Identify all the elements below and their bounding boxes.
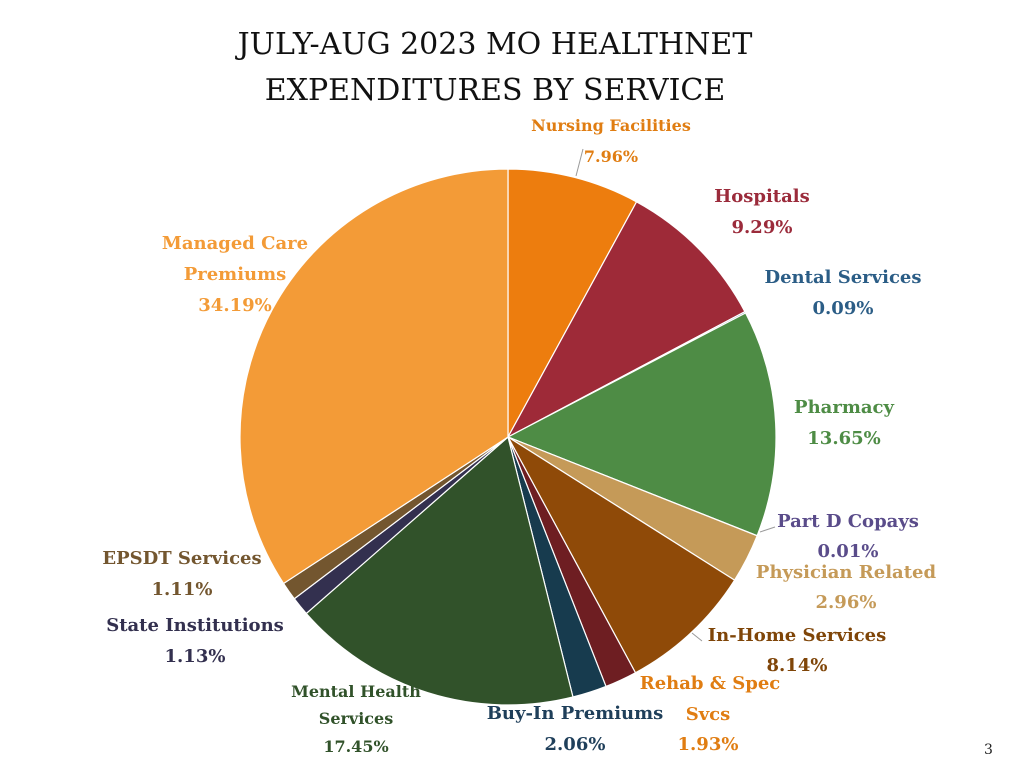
slice-label-rehab-and-spec-svcs-line-2: Svcs bbox=[686, 704, 731, 725]
chart-title-line-2: EXPENDITURES BY SERVICE bbox=[264, 73, 726, 108]
slice-label-buy-in-premiums: Buy-In Premiums bbox=[487, 703, 664, 724]
slice-label-mental-health-services-line-2: Services bbox=[319, 709, 393, 728]
slice-label-physician-related: Physician Related bbox=[756, 562, 937, 583]
pie-slice-nursing-facilities bbox=[507, 168, 638, 438]
value-label-rehab-and-spec-svcs: 1.93% bbox=[678, 734, 739, 755]
pie-slice-managed-care-premiums bbox=[239, 168, 509, 585]
value-label-epsdt-services: 1.11% bbox=[152, 579, 213, 600]
value-label-pharmacy: 13.65% bbox=[807, 428, 880, 449]
value-label-state-institutions: 1.13% bbox=[165, 646, 226, 667]
value-label-nursing-facilities: 7.96% bbox=[584, 147, 638, 166]
leader-line-nursing-facilities bbox=[575, 148, 584, 177]
value-label-physician-related: 2.96% bbox=[816, 592, 877, 613]
slice-label-managed-care-premiums-line-2: Premiums bbox=[184, 264, 287, 285]
chart-title-line-1: JULY-AUG 2023 MO HEALTHNET bbox=[237, 27, 753, 62]
leader-line-in-home-services bbox=[691, 632, 703, 642]
slice-label-dental-services: Dental Services bbox=[764, 267, 921, 288]
leader-line-part-d-copays bbox=[759, 526, 776, 533]
slice-label-epsdt-services: EPSDT Services bbox=[102, 548, 261, 569]
pie-slice-hospitals bbox=[506, 201, 746, 439]
slice-labels: Nursing Facilities 7.96% Hospitals 9.29% Den… bbox=[102, 116, 936, 756]
slice-label-managed-care-premiums-line-1: Managed Care bbox=[162, 233, 308, 254]
page-number: 3 bbox=[984, 742, 993, 758]
slice-label-mental-health-services-line-1: Mental Health bbox=[291, 682, 421, 701]
value-label-in-home-services: 8.14% bbox=[767, 655, 828, 676]
pie-slice-mental-health-services bbox=[305, 435, 574, 706]
value-label-dental-services: 0.09% bbox=[813, 298, 874, 319]
slice-label-state-institutions: State Institutions bbox=[106, 615, 284, 636]
value-label-managed-care-premiums: 34.19% bbox=[198, 295, 271, 316]
slice-label-nursing-facilities: Nursing Facilities bbox=[531, 116, 691, 135]
pie-slice-pharmacy bbox=[506, 312, 777, 537]
value-label-part-d-copays: 0.01% bbox=[818, 541, 879, 562]
pie-slices bbox=[239, 168, 777, 706]
slice-label-rehab-and-spec-svcs-line-1: Rehab & Spec bbox=[640, 673, 781, 694]
pie-slice-in-home-services bbox=[506, 435, 736, 674]
leader-lines bbox=[575, 148, 776, 642]
value-label-mental-health-services: 17.45% bbox=[323, 737, 388, 756]
value-label-hospitals: 9.29% bbox=[732, 217, 793, 238]
chart-title: JULY-AUG 2023 MO HEALTHNET EXPENDITURES … bbox=[0, 22, 990, 114]
slice-label-pharmacy: Pharmacy bbox=[794, 397, 894, 418]
slice-label-part-d-copays: Part D Copays bbox=[777, 511, 919, 532]
value-label-buy-in-premiums: 2.06% bbox=[545, 734, 606, 755]
slice-label-hospitals: Hospitals bbox=[714, 186, 810, 207]
slice-label-in-home-services: In-Home Services bbox=[708, 625, 887, 646]
